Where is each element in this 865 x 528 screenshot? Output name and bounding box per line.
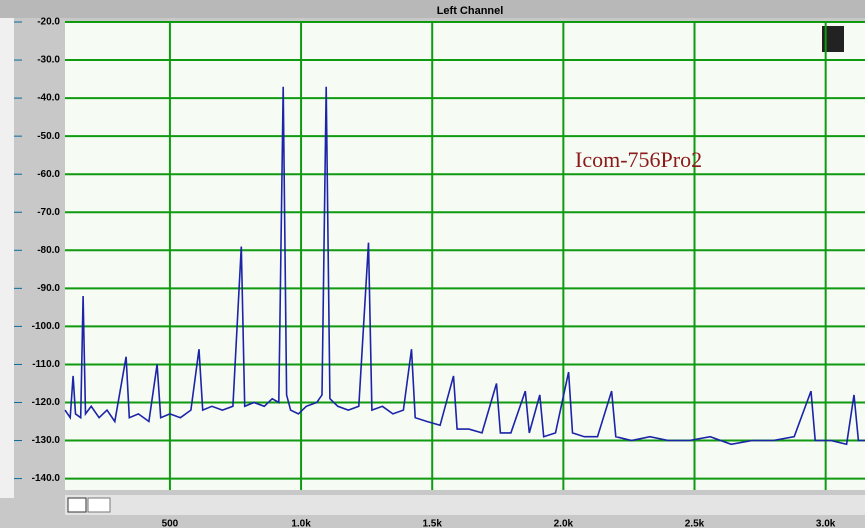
y-tick-label: -20.0 xyxy=(37,17,60,28)
y-tick-label: -120.0 xyxy=(32,397,61,408)
x-tick-label: 1.5k xyxy=(422,519,442,528)
annotation: Icom-756Pro2 xyxy=(575,147,702,172)
y-tick-label: -80.0 xyxy=(37,245,60,256)
y-tick-label: -40.0 xyxy=(37,93,60,104)
plot-area xyxy=(65,22,865,490)
x-tick-label: 2.0k xyxy=(554,519,574,528)
spectrum-line xyxy=(64,86,865,446)
title-bar xyxy=(0,0,865,18)
scroll-thumb[interactable] xyxy=(87,497,111,513)
y-tick-label: -110.0 xyxy=(32,359,60,370)
left-strip xyxy=(0,18,14,498)
y-tick-label: -30.0 xyxy=(37,55,60,66)
y-tick-label: -90.0 xyxy=(37,283,60,294)
scroll-left-button[interactable] xyxy=(67,497,87,513)
x-tick-label: 1.0k xyxy=(291,519,311,528)
chart-title: Left Channel xyxy=(437,5,504,17)
y-tick-label: -50.0 xyxy=(37,131,60,142)
x-tick-label: 3.0k xyxy=(816,519,836,528)
x-tick-label: 500 xyxy=(162,519,179,528)
toolbar-icon[interactable] xyxy=(822,26,844,52)
y-tick-label: -100.0 xyxy=(32,321,61,332)
y-tick-label: -130.0 xyxy=(32,435,61,446)
scrollbar[interactable] xyxy=(65,495,865,515)
y-tick-label: -70.0 xyxy=(37,207,60,218)
y-tick-label: -60.0 xyxy=(37,169,60,180)
x-tick-label: 2.5k xyxy=(685,519,705,528)
y-tick-label: -140.0 xyxy=(32,473,61,484)
